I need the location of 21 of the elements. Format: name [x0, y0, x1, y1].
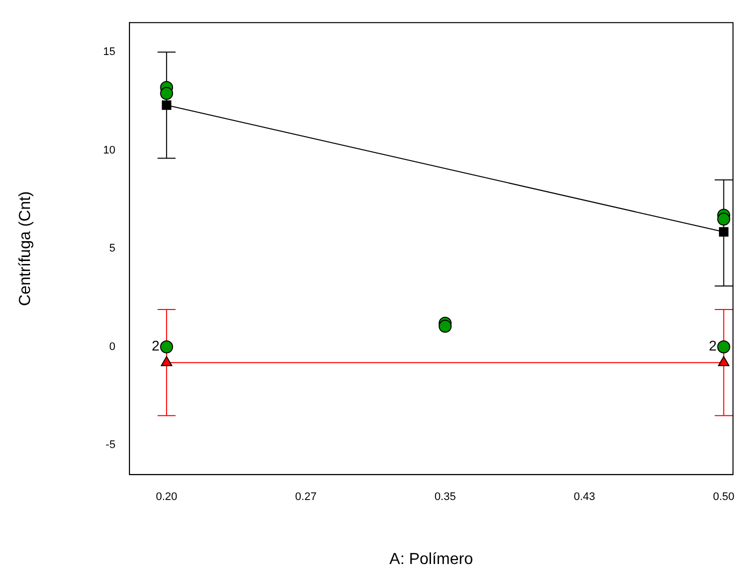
- point: [717, 340, 730, 354]
- x-tick-label: 0.20: [156, 491, 178, 504]
- x-tick-label: 0.43: [574, 491, 596, 504]
- point: [160, 86, 174, 100]
- y-tick-label: 15: [103, 46, 116, 58]
- point: [718, 227, 728, 237]
- x-tick-label: 0.35: [434, 491, 456, 504]
- y-tick-label: 0: [109, 340, 116, 353]
- point: [717, 212, 730, 226]
- point: [438, 320, 452, 333]
- x-axis-title: A: Polímero: [389, 550, 474, 568]
- y-axis-title: Centrífuga (Cnt): [17, 191, 34, 306]
- y-tick-label: 5: [109, 242, 116, 255]
- x-tick-label: 0.27: [295, 491, 317, 504]
- annotation: 2: [708, 338, 717, 354]
- annotation: 2: [152, 338, 160, 354]
- x-tick-label: 0.50: [713, 491, 734, 504]
- point: [160, 340, 174, 354]
- y-tick-label: 10: [103, 144, 116, 156]
- y-tick-label: -5: [106, 439, 116, 452]
- point: [162, 100, 172, 110]
